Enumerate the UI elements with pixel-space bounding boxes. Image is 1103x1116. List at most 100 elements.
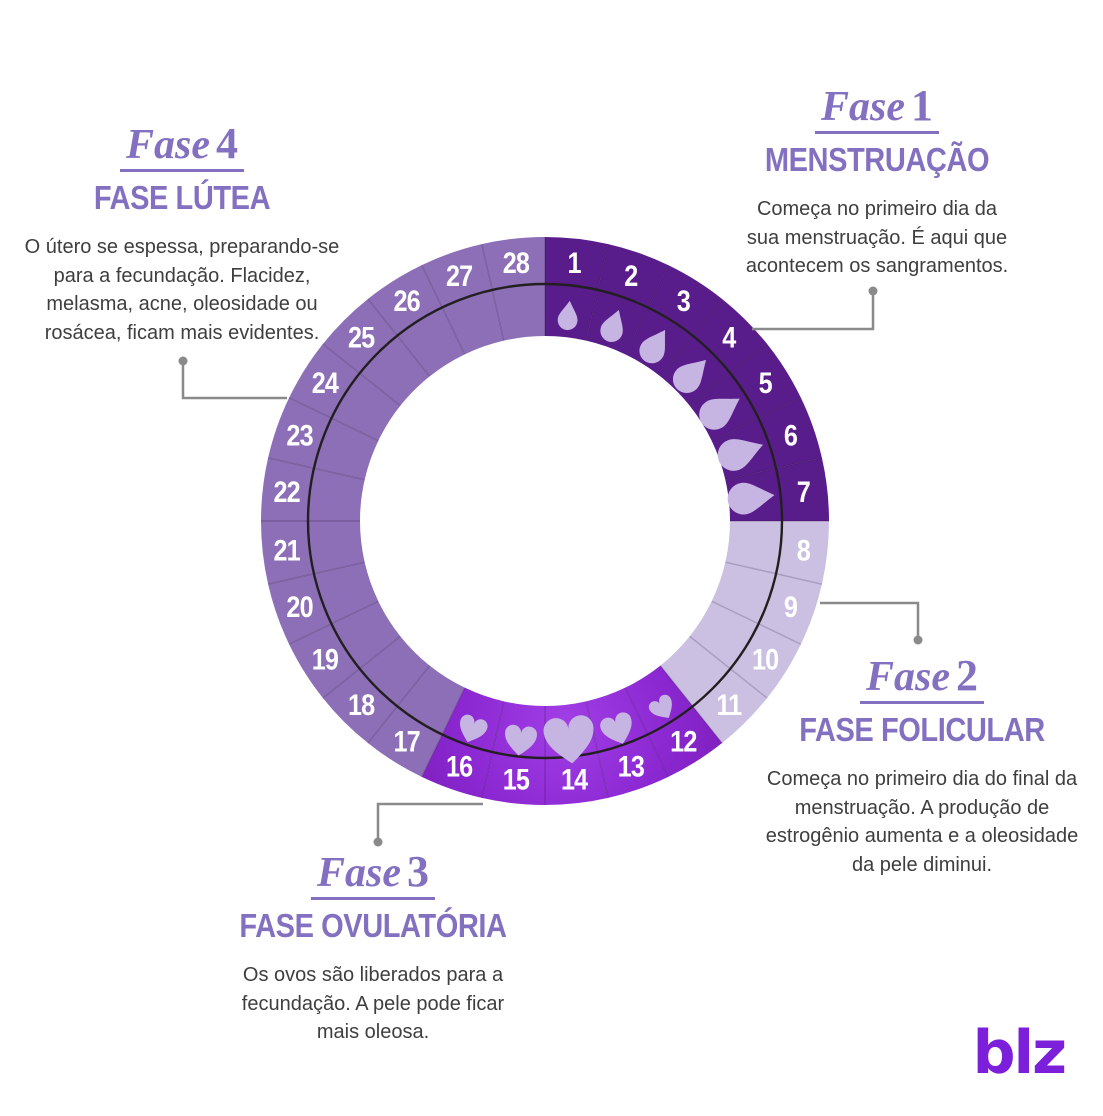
connector-dot-fase2 [913,635,923,645]
phase-3-heading: Fase 3 [311,850,435,900]
segment-divider [267,561,365,585]
connector-dot-fase3 [373,837,383,847]
day-number-27: 27 [446,259,473,293]
day-number-11: 11 [716,688,741,722]
phase-1-description: Começa no primeiro dia da sua menstruaçã… [745,198,1009,278]
day-number-13: 13 [618,750,645,784]
drop-icon [717,439,763,471]
day-number-25: 25 [348,320,375,354]
segment-divider [624,264,669,355]
phase-3-description: Os ovos são liberados para a fecundação.… [241,964,505,1044]
phase-block-menstruacao: Fase 1 MENSTRUAÇÃO Começa no primeiro dia… [722,84,1032,281]
day-number-15: 15 [503,763,530,797]
connector-line-fase3 [376,802,483,842]
phase-1-title: MENSTRUAÇÃO [764,141,990,178]
day-segment-22 [261,457,365,521]
segment-divider [585,243,609,341]
phase-4-label: Fase [126,122,210,168]
phase-3-title: FASE OVULATÓRIA [239,907,507,944]
connector-line-fase2 [820,601,920,640]
day-number-5: 5 [759,366,773,400]
phase-4-description: O útero se espessa, preparando-se para a… [24,236,340,344]
phase-2-heading: Fase 2 [860,654,984,704]
phase-1-label: Fase [821,84,905,130]
connector-dot-fase4 [178,356,188,366]
day-number-4: 4 [722,320,737,354]
segment-divider [288,600,379,645]
segment-divider [367,665,431,744]
segment-divider [624,687,669,778]
day-number-28: 28 [503,246,530,280]
day-segment-21 [261,521,365,585]
segment-divider [725,457,823,481]
drop-icon [699,398,740,430]
segment-divider [322,635,401,699]
segment-divider [421,687,466,778]
phase-2-label: Fase [866,654,950,700]
day-number-6: 6 [784,418,798,452]
phase-block-ovulatoria: Fase 3 FASE OVULATÓRIA Os ovos são libera… [218,850,528,1047]
heart-icon [600,712,632,744]
connector-dot-fase1 [868,286,878,296]
day-segment-18 [322,636,430,744]
phase-block-folicular: Fase 2 FASE FOLICULAR Começa no primeiro … [752,654,1092,879]
segment-divider [585,701,609,799]
drop-icon [639,329,666,364]
heart-icon [460,714,488,743]
day-number-7: 7 [797,475,811,509]
phase-2-title: FASE FOLICULAR [799,711,1045,748]
segment-divider [659,665,723,744]
day-number-9: 9 [784,590,798,624]
day-number-8: 8 [797,533,811,567]
heart-icon [505,724,537,756]
blz-logo: blz [972,1018,1067,1088]
phase-1-heading: Fase 1 [815,84,939,134]
day-number-1: 1 [568,246,582,280]
heart-icon [648,694,672,718]
phase-2-number: 2 [956,651,978,700]
segment-divider [288,397,379,442]
day-number-17: 17 [394,724,421,758]
segment-divider [711,600,802,645]
connector-line-fase4 [181,361,287,400]
day-number-24: 24 [312,366,340,400]
day-number-23: 23 [286,418,313,452]
segment-divider [481,701,505,799]
day-segment-8 [725,521,829,585]
day-number-20: 20 [286,590,313,624]
segment-divider [481,243,505,341]
day-number-10: 10 [752,643,779,677]
phase-3-label: Fase [317,850,401,896]
segment-divider [267,457,365,481]
segment-divider [689,635,768,699]
cycle-ring-line [306,282,784,760]
day-number-12: 12 [670,724,697,758]
day-segment-25 [322,298,430,406]
segment-divider [322,343,401,407]
segment-divider [689,343,768,407]
day-number-19: 19 [312,643,339,677]
drop-icon [727,482,775,515]
day-number-14: 14 [561,763,589,797]
day-number-21: 21 [273,533,300,567]
segment-divider [367,298,431,377]
segment-divider [421,264,466,355]
phase-2-description: Começa no primeiro dia do final da menst… [765,768,1079,876]
day-number-22: 22 [273,475,300,509]
day-number-26: 26 [394,284,421,318]
day-number-16: 16 [446,750,473,784]
heart-icon [543,715,594,764]
phase-4-number: 4 [216,119,238,168]
phase-4-title: FASE LÚTEA [93,179,271,216]
phase-4-heading: Fase 4 [120,122,244,172]
day-number-18: 18 [348,688,375,722]
day-number-3: 3 [677,284,691,318]
day-segment-11 [660,636,768,744]
day-number-2: 2 [624,259,638,293]
drop-icon [557,300,578,331]
segment-divider [711,397,802,442]
phase-block-lutea: Fase 4 FASE LÚTEA O útero se espessa, pre… [20,122,344,347]
day-segment-28 [481,237,545,341]
